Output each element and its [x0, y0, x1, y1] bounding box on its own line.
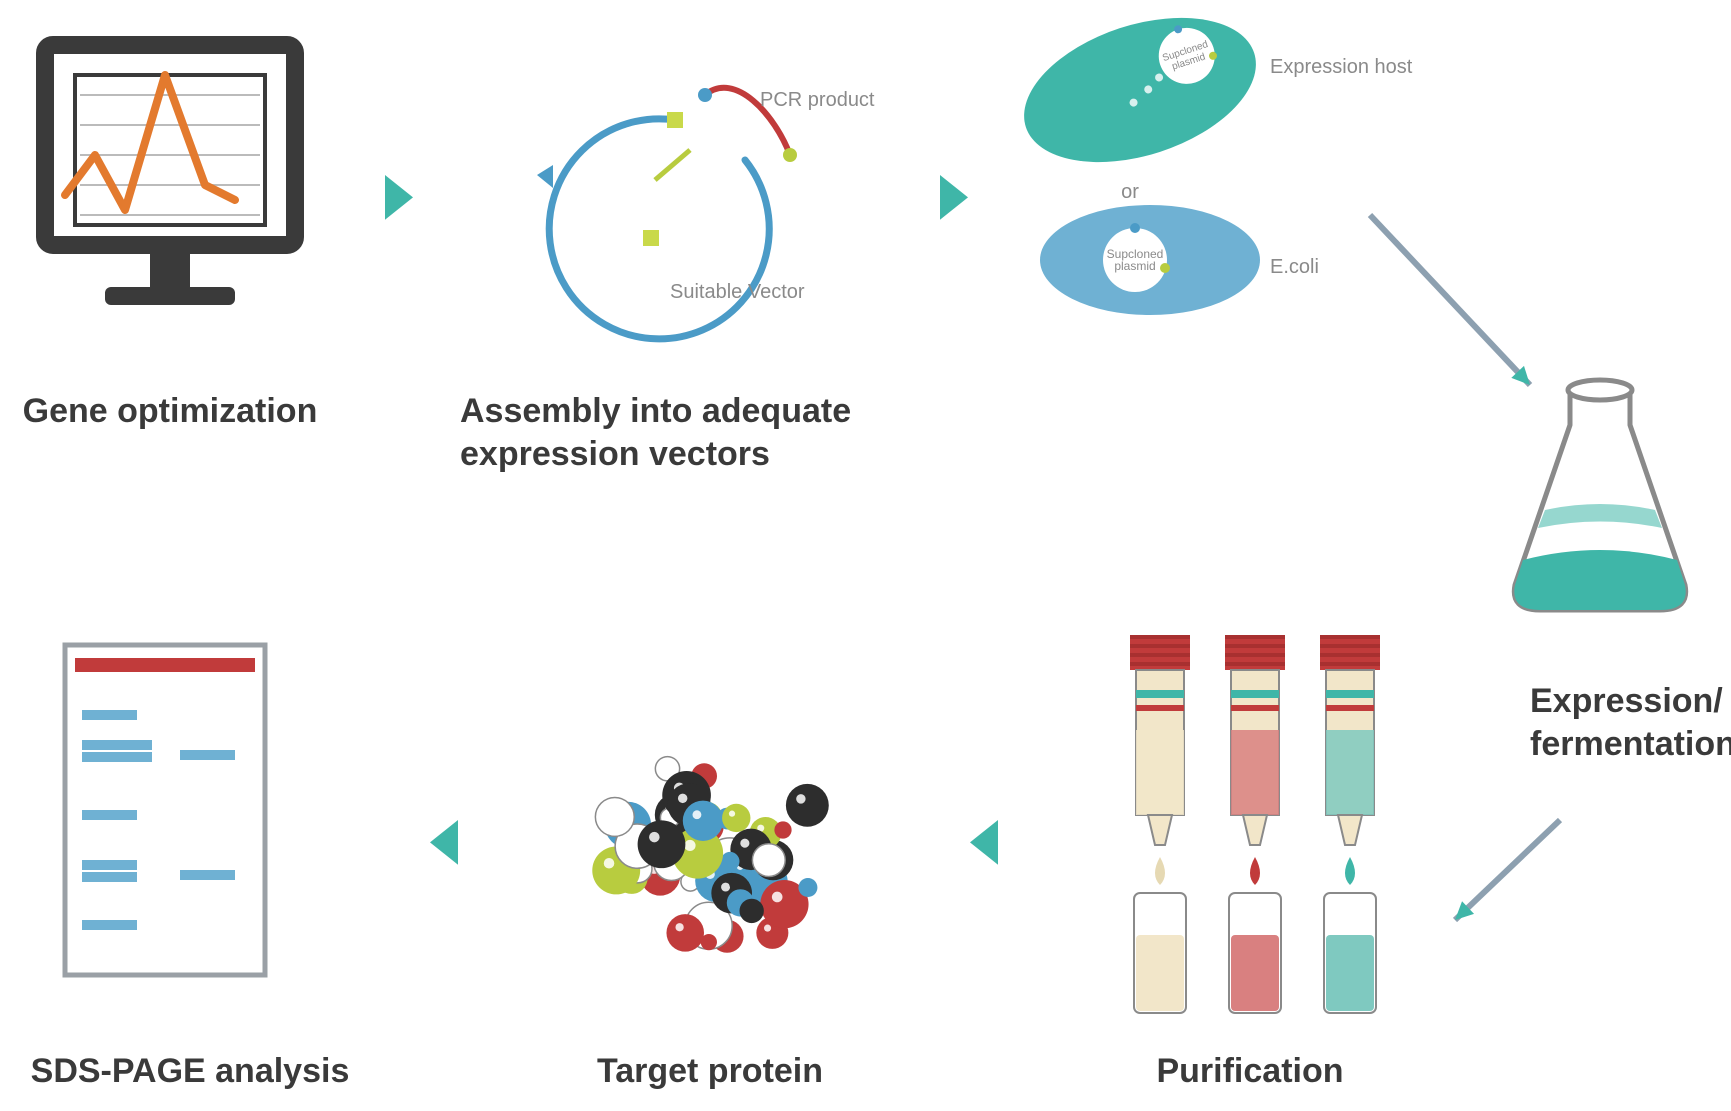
protein-cluster [560, 690, 880, 1010]
label-sds-page: SDS-PAGE analysis [10, 1050, 370, 1093]
chevron-2 [940, 175, 970, 222]
host-cells: SupclonedplasmidSupclonedplasmid [1000, 10, 1300, 330]
sds-page-gel [60, 640, 290, 1000]
chevron-5 [970, 820, 1000, 867]
label-ecoli: E.coli [1270, 255, 1390, 280]
label-assembly: Assembly into adequate expression vector… [460, 390, 930, 475]
label-or: or [1100, 180, 1160, 205]
label-expression: Expression/ fermentation [1530, 680, 1731, 765]
flask-icon [1490, 370, 1710, 630]
purification-tubes [1115, 635, 1445, 1045]
label-pcr-product: PCR product [760, 88, 960, 113]
label-purification: Purification [1100, 1050, 1400, 1093]
chevron-6 [430, 820, 460, 867]
chevron-1 [385, 175, 415, 222]
label-target-protein: Target protein [540, 1050, 880, 1093]
label-suitable-vector: Suitable Vector [670, 280, 920, 305]
svg-text:plasmid: plasmid [1114, 259, 1155, 273]
label-host: Expression host [1270, 55, 1570, 80]
label-gene-optimization: Gene optimization [20, 390, 320, 433]
monitor-icon [35, 35, 305, 365]
